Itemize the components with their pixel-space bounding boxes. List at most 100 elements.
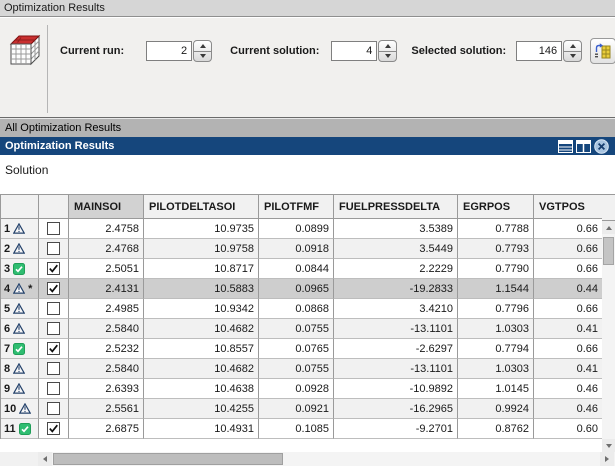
export-solution-button[interactable] (590, 38, 615, 64)
row-header[interactable]: 9 (1, 379, 39, 399)
cell-egrpos[interactable]: 0.7790 (458, 259, 534, 279)
cell-pilotfmf[interactable]: 0.0868 (259, 299, 334, 319)
row-header[interactable]: 1 (1, 219, 39, 239)
row-header[interactable]: 5 (1, 299, 39, 319)
row-checkbox[interactable] (47, 302, 60, 315)
cell-pilotdeltasoi[interactable]: 10.4931 (144, 419, 259, 439)
cell-vgtpos[interactable]: 0.46 (534, 379, 603, 399)
table-row[interactable]: 11 2.6875 10.4931 0.1085 -9.2701 0.8762 0.60 (1, 419, 603, 439)
table-row[interactable]: 10 2.5561 10.4255 0.0921 -16.2965 0.9924 0.46 (1, 399, 603, 419)
row-select-cell[interactable] (39, 239, 69, 259)
column-header-egrpos[interactable]: EGRPOS (458, 194, 534, 219)
column-header-fuelpressdelta[interactable]: FUELPRESSDELTA (334, 194, 458, 219)
cell-pilotfmf[interactable]: 0.0965 (259, 279, 334, 299)
cell-vgtpos[interactable]: 0.41 (534, 319, 603, 339)
cell-vgtpos[interactable]: 0.46 (534, 399, 603, 419)
cell-fuelpressdelta[interactable]: -13.1101 (334, 319, 458, 339)
scroll-right-button[interactable] (600, 452, 614, 466)
horizontal-scrollbar-thumb[interactable] (53, 453, 283, 465)
cell-egrpos[interactable]: 1.0145 (458, 379, 534, 399)
vertical-scrollbar-thumb[interactable] (603, 237, 614, 265)
cell-vgtpos[interactable]: 0.66 (534, 339, 603, 359)
table-row[interactable]: 6 2.5840 10.4682 0.0755 -13.1101 1.0303 0.41 (1, 319, 603, 339)
column-header-pilotfmf[interactable]: PILOTFMF (259, 194, 334, 219)
cell-fuelpressdelta[interactable]: -2.6297 (334, 339, 458, 359)
cell-pilotdeltasoi[interactable]: 10.9342 (144, 299, 259, 319)
cell-pilotfmf[interactable]: 0.0844 (259, 259, 334, 279)
row-select-cell[interactable] (39, 219, 69, 239)
scroll-left-button[interactable] (38, 452, 52, 466)
table-row[interactable]: 2 2.4768 10.9758 0.0918 3.5449 0.7793 0.66 (1, 239, 603, 259)
cell-fuelpressdelta[interactable]: -9.2701 (334, 419, 458, 439)
scroll-down-button[interactable] (602, 439, 615, 452)
row-checkbox[interactable] (47, 342, 60, 355)
cell-mainsoi[interactable]: 2.6393 (69, 379, 144, 399)
cell-mainsoi[interactable]: 2.5840 (69, 319, 144, 339)
selected-solution-spin-up[interactable] (564, 41, 582, 52)
cell-pilotfmf[interactable]: 0.0755 (259, 319, 334, 339)
table-row[interactable]: 1 2.4758 10.9735 0.0899 3.5389 0.7788 0.66 (1, 219, 603, 239)
cell-mainsoi[interactable]: 2.5561 (69, 399, 144, 419)
cell-pilotdeltasoi[interactable]: 10.4682 (144, 319, 259, 339)
cell-vgtpos[interactable]: 0.41 (534, 359, 603, 379)
row-header[interactable]: 2 (1, 239, 39, 259)
cell-mainsoi[interactable]: 2.4985 (69, 299, 144, 319)
table-row[interactable]: 3 2.5051 10.8717 0.0844 2.2229 0.7790 0.66 (1, 259, 603, 279)
cell-vgtpos[interactable]: 0.66 (534, 259, 603, 279)
cell-fuelpressdelta[interactable]: -13.1101 (334, 359, 458, 379)
cell-egrpos[interactable]: 0.7796 (458, 299, 534, 319)
horizontal-scrollbar[interactable] (0, 452, 615, 466)
cell-pilotfmf[interactable]: 0.0899 (259, 219, 334, 239)
row-checkbox[interactable] (47, 402, 60, 415)
column-header-vgtpos[interactable]: VGTPOS (534, 194, 603, 219)
row-checkbox[interactable] (47, 422, 60, 435)
table-row[interactable]: 5 2.4985 10.9342 0.0868 3.4210 0.7796 0.66 (1, 299, 603, 319)
row-checkbox[interactable] (47, 282, 60, 295)
table-row[interactable]: 4 * 2.4131 10.5883 0.0965 -19.2833 1.1544 0.44 (1, 279, 603, 299)
row-header[interactable]: 3 (1, 259, 39, 279)
cell-mainsoi[interactable]: 2.4768 (69, 239, 144, 259)
cell-fuelpressdelta[interactable]: 3.4210 (334, 299, 458, 319)
row-checkbox[interactable] (47, 222, 60, 235)
row-header[interactable]: 7 (1, 339, 39, 359)
row-select-cell[interactable] (39, 259, 69, 279)
row-header[interactable]: 10 (1, 399, 39, 419)
row-select-cell[interactable] (39, 399, 69, 419)
cell-pilotfmf[interactable]: 0.1085 (259, 419, 334, 439)
cell-pilotfmf[interactable]: 0.0921 (259, 399, 334, 419)
row-checkbox[interactable] (47, 362, 60, 375)
cell-egrpos[interactable]: 0.9924 (458, 399, 534, 419)
current-solution-input[interactable]: 4 (331, 41, 378, 61)
cell-pilotdeltasoi[interactable]: 10.4682 (144, 359, 259, 379)
cell-egrpos[interactable]: 0.7788 (458, 219, 534, 239)
row-select-cell[interactable] (39, 319, 69, 339)
row-select-cell[interactable] (39, 419, 69, 439)
row-checkbox[interactable] (47, 322, 60, 335)
row-checkbox[interactable] (47, 262, 60, 275)
cell-egrpos[interactable]: 1.0303 (458, 319, 534, 339)
row-select-cell[interactable] (39, 299, 69, 319)
row-header[interactable]: 11 (1, 419, 39, 439)
cell-egrpos[interactable]: 0.7794 (458, 339, 534, 359)
selected-solution-input[interactable]: 146 (516, 41, 563, 61)
cell-fuelpressdelta[interactable]: -10.9892 (334, 379, 458, 399)
cell-vgtpos[interactable]: 0.66 (534, 219, 603, 239)
cell-mainsoi[interactable]: 2.4131 (69, 279, 144, 299)
row-header[interactable]: 8 (1, 359, 39, 379)
cell-pilotfmf[interactable]: 0.0918 (259, 239, 334, 259)
row-checkbox[interactable] (47, 382, 60, 395)
cell-mainsoi[interactable]: 2.5051 (69, 259, 144, 279)
cell-pilotdeltasoi[interactable]: 10.9758 (144, 239, 259, 259)
cell-fuelpressdelta[interactable]: -19.2833 (334, 279, 458, 299)
cell-pilotfmf[interactable]: 0.0765 (259, 339, 334, 359)
column-header-pilotdeltasoi[interactable]: PILOTDELTASOI (144, 194, 259, 219)
row-select-cell[interactable] (39, 339, 69, 359)
cell-pilotdeltasoi[interactable]: 10.8717 (144, 259, 259, 279)
current-run-input[interactable]: 2 (146, 41, 193, 61)
cell-mainsoi[interactable]: 2.5232 (69, 339, 144, 359)
row-select-cell[interactable] (39, 379, 69, 399)
row-select-cell[interactable] (39, 359, 69, 379)
row-checkbox[interactable] (47, 242, 60, 255)
cell-pilotfmf[interactable]: 0.0928 (259, 379, 334, 399)
cell-vgtpos[interactable]: 0.66 (534, 299, 603, 319)
